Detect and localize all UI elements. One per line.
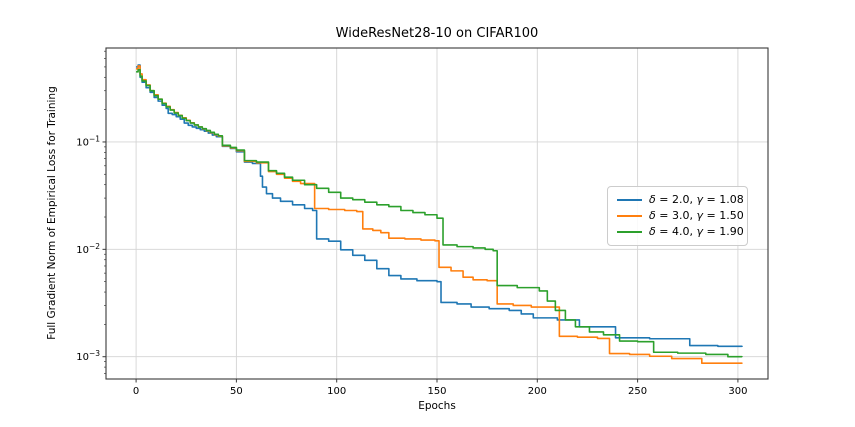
legend-entry: δ = 3.0, γ = 1.50 — [617, 208, 744, 224]
legend-line-swatch — [617, 199, 642, 201]
x-tick-label: 100 — [327, 386, 346, 397]
x-tick-label: 150 — [427, 386, 446, 397]
legend-entry: δ = 4.0, γ = 1.90 — [617, 224, 744, 240]
legend: δ = 2.0, γ = 1.08 δ = 3.0, γ = 1.50 δ = 4.… — [607, 186, 748, 246]
x-axis-label: Epochs — [418, 400, 456, 412]
legend-label: δ = 2.0, γ = 1.08 — [649, 193, 744, 206]
legend-line-swatch — [617, 231, 642, 233]
legend-entry: δ = 2.0, γ = 1.08 — [617, 192, 744, 208]
y-tick-label: 10−3 — [76, 349, 100, 363]
y-tick-label: 10−2 — [76, 242, 100, 256]
x-tick-label: 50 — [230, 386, 243, 397]
series-line-delta-4.0 — [136, 68, 743, 358]
legend-line-swatch — [617, 215, 642, 217]
legend-label: δ = 3.0, γ = 1.50 — [649, 209, 744, 222]
y-tick-label: 10−1 — [76, 134, 100, 148]
x-tick-label: 250 — [628, 386, 647, 397]
legend-label: δ = 4.0, γ = 1.90 — [649, 225, 744, 238]
chart-title: WideResNet28-10 on CIFAR100 — [335, 26, 539, 41]
series-line-delta-2.0 — [136, 64, 743, 348]
x-tick-label: 200 — [528, 386, 547, 397]
x-tick-label: 300 — [728, 386, 747, 397]
x-tick-label: 0 — [133, 386, 139, 397]
